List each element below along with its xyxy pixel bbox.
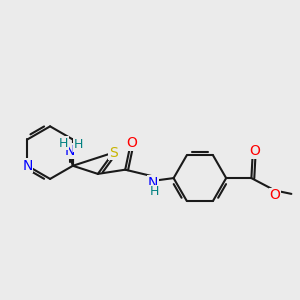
Text: O: O	[127, 136, 137, 150]
Text: H: H	[74, 138, 83, 151]
Text: N: N	[22, 159, 32, 173]
Text: N: N	[148, 176, 158, 190]
Text: H: H	[59, 137, 68, 150]
Text: H: H	[149, 185, 159, 198]
Text: N: N	[65, 144, 75, 158]
Text: O: O	[250, 144, 260, 158]
Text: S: S	[109, 146, 118, 160]
Text: O: O	[270, 188, 280, 203]
